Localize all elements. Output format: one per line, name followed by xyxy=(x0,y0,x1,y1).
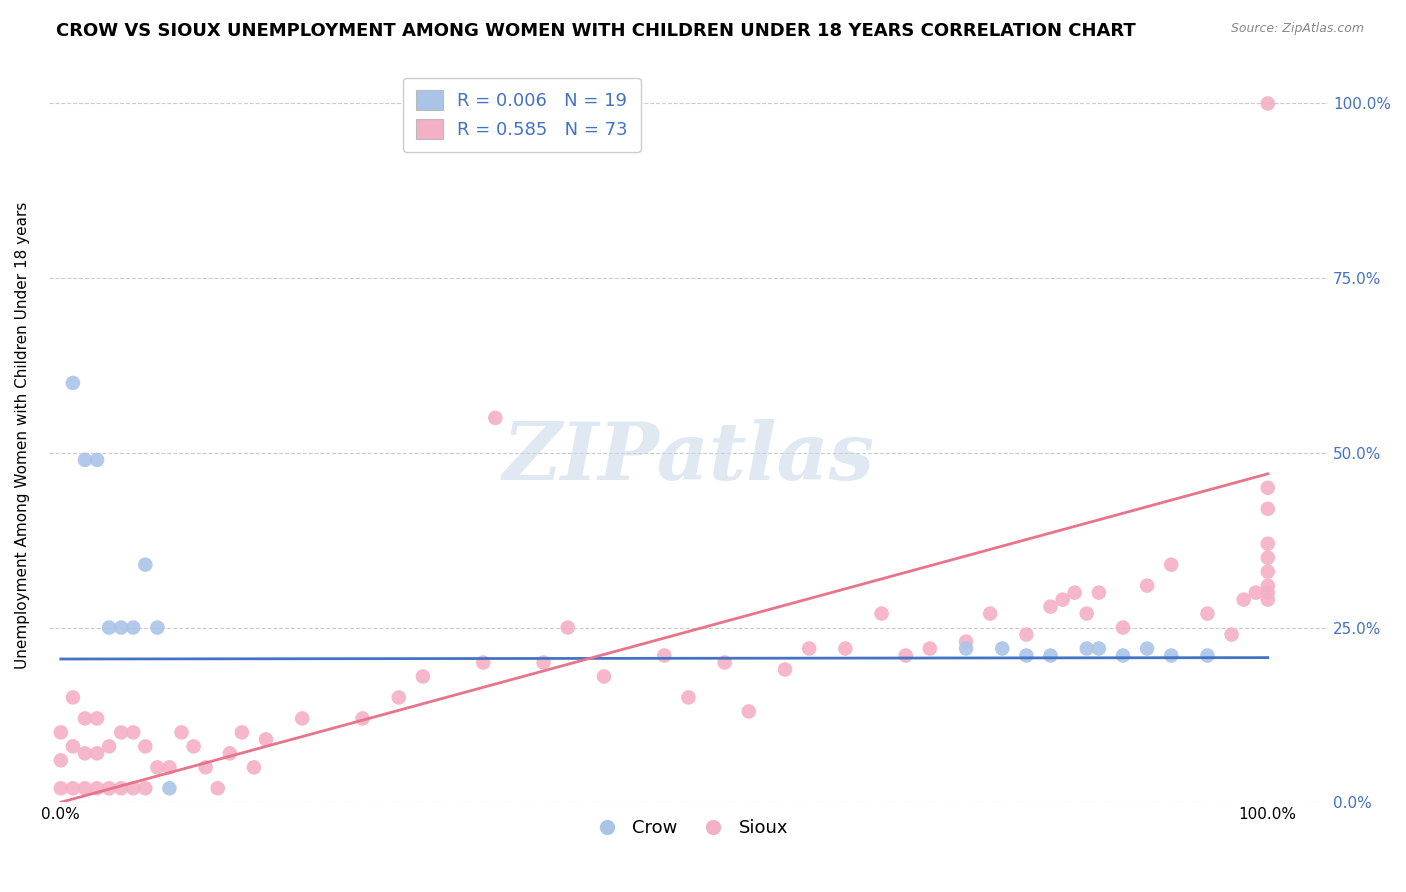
Point xyxy=(1063,585,1085,599)
Point xyxy=(678,690,700,705)
Point xyxy=(1257,592,1279,607)
Point xyxy=(62,376,84,390)
Point xyxy=(1015,648,1038,663)
Point xyxy=(1257,537,1279,551)
Point xyxy=(557,621,579,635)
Point xyxy=(388,690,411,705)
Point xyxy=(86,781,108,796)
Point xyxy=(1015,627,1038,641)
Point xyxy=(1088,585,1111,599)
Point xyxy=(122,725,145,739)
Point xyxy=(713,656,735,670)
Point xyxy=(1257,501,1279,516)
Point xyxy=(49,753,72,767)
Point xyxy=(207,781,229,796)
Point xyxy=(1257,565,1279,579)
Point xyxy=(1257,579,1279,593)
Point xyxy=(73,747,96,761)
Point xyxy=(652,648,675,663)
Point xyxy=(98,781,121,796)
Point xyxy=(955,634,977,648)
Point xyxy=(73,453,96,467)
Point xyxy=(134,739,156,754)
Point xyxy=(1052,592,1074,607)
Point xyxy=(122,621,145,635)
Point xyxy=(183,739,205,754)
Point xyxy=(472,656,495,670)
Point xyxy=(1197,648,1219,663)
Point xyxy=(1197,607,1219,621)
Point xyxy=(134,558,156,572)
Point xyxy=(1257,550,1279,565)
Point xyxy=(834,641,856,656)
Point xyxy=(1136,579,1159,593)
Point xyxy=(231,725,253,739)
Point xyxy=(159,781,181,796)
Point xyxy=(86,453,108,467)
Point xyxy=(1039,599,1062,614)
Point xyxy=(955,641,977,656)
Point xyxy=(134,781,156,796)
Point xyxy=(1220,627,1243,641)
Point xyxy=(194,760,217,774)
Point xyxy=(593,669,616,683)
Point xyxy=(484,411,506,425)
Text: Source: ZipAtlas.com: Source: ZipAtlas.com xyxy=(1230,22,1364,36)
Point xyxy=(254,732,277,747)
Point xyxy=(991,641,1014,656)
Point xyxy=(412,669,434,683)
Point xyxy=(159,760,181,774)
Point xyxy=(1112,648,1135,663)
Point xyxy=(918,641,941,656)
Point xyxy=(1244,585,1267,599)
Point xyxy=(894,648,917,663)
Point xyxy=(738,705,761,719)
Point xyxy=(1257,481,1279,495)
Point xyxy=(73,781,96,796)
Point xyxy=(62,781,84,796)
Point xyxy=(86,747,108,761)
Point xyxy=(122,781,145,796)
Point xyxy=(86,711,108,725)
Point xyxy=(291,711,314,725)
Point xyxy=(1233,592,1256,607)
Point xyxy=(1039,648,1062,663)
Point xyxy=(1076,641,1098,656)
Point xyxy=(1076,607,1098,621)
Text: ZIPatlas: ZIPatlas xyxy=(502,418,875,496)
Legend: Crow, Sioux: Crow, Sioux xyxy=(582,812,796,845)
Point xyxy=(110,781,132,796)
Text: CROW VS SIOUX UNEMPLOYMENT AMONG WOMEN WITH CHILDREN UNDER 18 YEARS CORRELATION : CROW VS SIOUX UNEMPLOYMENT AMONG WOMEN W… xyxy=(56,22,1136,40)
Point xyxy=(979,607,1001,621)
Point xyxy=(1136,641,1159,656)
Point xyxy=(533,656,555,670)
Point xyxy=(797,641,820,656)
Point xyxy=(110,725,132,739)
Point xyxy=(110,621,132,635)
Point xyxy=(146,760,169,774)
Point xyxy=(773,663,796,677)
Point xyxy=(1112,621,1135,635)
Point xyxy=(1257,585,1279,599)
Point xyxy=(146,621,169,635)
Point xyxy=(62,690,84,705)
Point xyxy=(98,739,121,754)
Point xyxy=(1257,96,1279,111)
Point xyxy=(62,739,84,754)
Point xyxy=(352,711,374,725)
Point xyxy=(218,747,240,761)
Point xyxy=(98,621,121,635)
Point xyxy=(1160,648,1182,663)
Point xyxy=(870,607,893,621)
Point xyxy=(49,725,72,739)
Point xyxy=(49,781,72,796)
Point xyxy=(170,725,193,739)
Point xyxy=(73,711,96,725)
Point xyxy=(243,760,266,774)
Point xyxy=(1160,558,1182,572)
Y-axis label: Unemployment Among Women with Children Under 18 years: Unemployment Among Women with Children U… xyxy=(15,202,30,669)
Point xyxy=(1088,641,1111,656)
